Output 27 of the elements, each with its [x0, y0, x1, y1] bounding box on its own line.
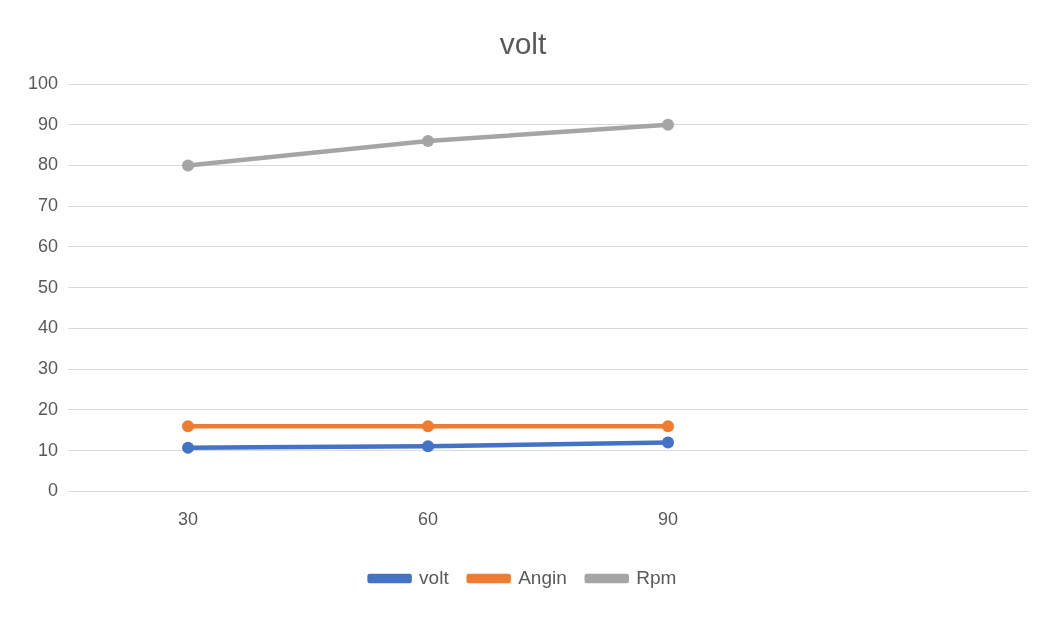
point: [182, 441, 195, 454]
y-tick-label: 90: [38, 113, 59, 134]
point: [422, 135, 435, 148]
point: [422, 440, 435, 453]
y-tick-label: 30: [38, 358, 59, 379]
point: [422, 420, 435, 433]
point: [662, 420, 675, 433]
y-tick-label: 50: [38, 276, 59, 297]
legend-label: Rpm: [636, 566, 677, 588]
y-tick-label: 10: [38, 439, 59, 460]
x-tick-label: 30: [178, 509, 199, 530]
y-tick-label: 60: [38, 235, 59, 256]
y-tick-label: 20: [38, 398, 59, 419]
y-tick-label: 80: [38, 154, 59, 175]
y-tick-label: 100: [27, 72, 59, 93]
point: [182, 159, 195, 172]
x-tick-label: 90: [658, 509, 679, 530]
point: [662, 436, 675, 449]
y-tick-label: 0: [48, 480, 59, 501]
legend-label: volt: [419, 566, 450, 588]
y-tick-label: 70: [38, 195, 59, 216]
x-tick-label: 60: [418, 509, 439, 530]
chart-title: volt: [499, 27, 548, 61]
point: [662, 118, 675, 131]
point: [182, 420, 195, 433]
legend-label: Angin: [518, 566, 567, 588]
y-tick-label: 40: [38, 317, 59, 338]
